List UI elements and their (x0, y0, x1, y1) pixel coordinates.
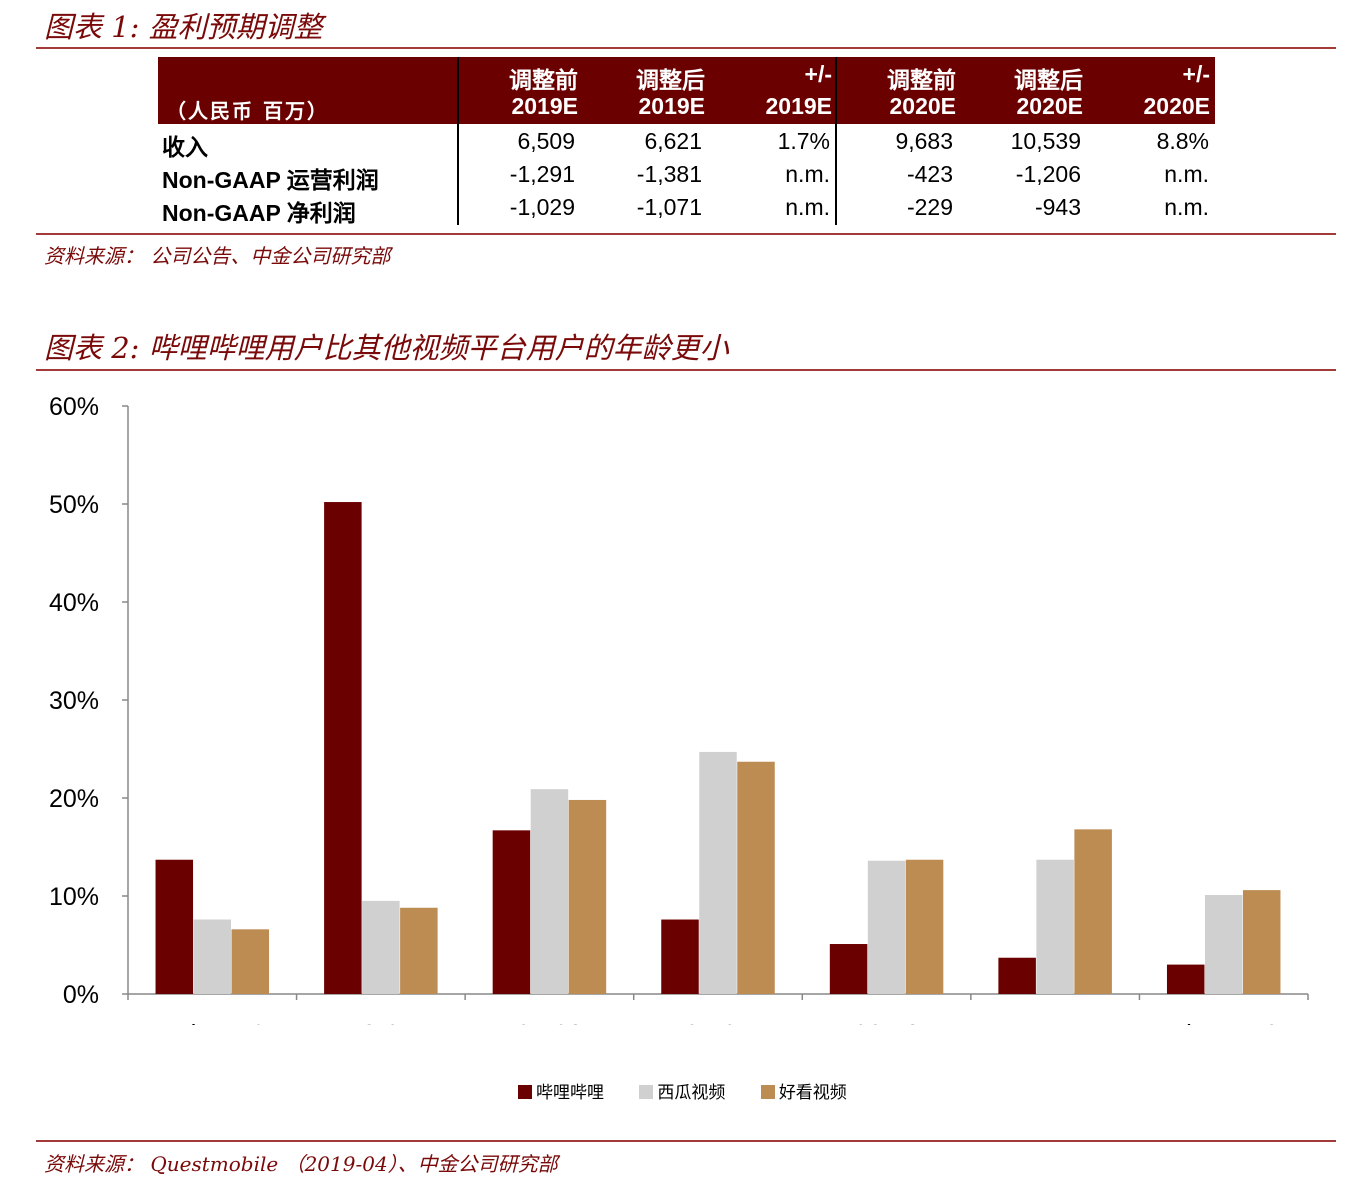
figure1-bottom-rule (36, 233, 1336, 235)
x-tick-label: 19-24 (348, 1019, 415, 1025)
bar-41-45-series-1 (998, 957, 1036, 994)
header-col2-line1: 调整后 (636, 67, 705, 94)
cell: n.m. (785, 194, 830, 220)
cell: 1.7% (777, 128, 830, 154)
legend-swatch-xigua (639, 1085, 654, 1099)
y-tick-label: 20% (49, 785, 99, 813)
x-tick-label: 36-40 (853, 1019, 920, 1025)
bar-31-35-series-2 (699, 751, 737, 994)
figure2-title-rule (36, 369, 1336, 371)
header-col5-line1: 调整后 (1014, 67, 1083, 94)
header-col3-line1: +/- (804, 61, 832, 87)
cell: 6,621 (644, 128, 702, 154)
legend-label-haokan: 好看视频 (778, 1083, 847, 1103)
header-col1-line1: 调整前 (509, 67, 578, 94)
bar-31-35-series-1 (661, 919, 699, 994)
cell: 10,539 (1010, 128, 1081, 154)
bar-25-30-series-3 (568, 799, 607, 994)
bar-below-18-series-1 (155, 859, 194, 994)
header-col4-line2: 2020E (889, 93, 956, 119)
cell: n.m. (1164, 194, 1209, 220)
table-separator-mid (835, 57, 837, 225)
bar-36-40-series-1 (829, 944, 868, 994)
bar-25-30-series-1 (492, 830, 531, 994)
bar-41-45-series-2 (1036, 859, 1074, 994)
cell: 8.8% (1156, 128, 1209, 154)
cell: -1,381 (636, 161, 702, 187)
figure2-source: 资料来源： Questmobile （2019-04）、中金公司研究部 (44, 1152, 558, 1176)
header-col3-line2: 2019E (765, 93, 832, 119)
table-header: （人民币 百万） 调整前 2019E 调整后 2019E +/- 2019E 调… (158, 57, 1215, 124)
figure2-bottom-rule (36, 1140, 1336, 1142)
x-tick-label: 41-45 (1022, 1019, 1089, 1025)
legend-item-xigua: 西瓜视频 (639, 1083, 730, 1103)
cell: 9,683 (895, 128, 953, 154)
bar-19-24-series-2 (362, 900, 400, 994)
bar-31-35-series-3 (737, 761, 775, 994)
chart-legend: 哔哩哔哩 西瓜视频 好看视频 (518, 1078, 847, 1103)
cell: -229 (906, 194, 953, 220)
table-row-net-profit: Non-GAAP 净利润 -1,029 -1,071 n.m. -229 -94… (158, 192, 1215, 226)
bar-36-40-series-2 (867, 860, 906, 994)
y-tick-label: 10% (49, 883, 99, 911)
unit-label: （人民币 百万） (166, 99, 329, 123)
cell: -1,291 (509, 161, 575, 187)
cell: 6,509 (517, 128, 575, 154)
figure1-title: 图表 1: 盈利预期调整 (44, 10, 323, 44)
legend-swatch-bilibili (518, 1085, 532, 1099)
header-col5-line2: 2020E (1016, 93, 1083, 119)
x-tick-label: 25-30 (516, 1019, 583, 1025)
header-col6-line1: +/- (1182, 61, 1210, 87)
age-distribution-chart: 0% 10% 20% 30% 40% 50% 60% Below 18 19-24 25-30 31… (49, 393, 1309, 1025)
legend-item-haokan: 好看视频 (760, 1083, 847, 1103)
header-col6-line2: 2020E (1143, 93, 1210, 119)
header-col1-line2: 2019E (511, 93, 578, 119)
bar-below-18-series-2 (193, 919, 232, 994)
x-tick-label: Below 18 (159, 1019, 266, 1025)
bar-above-46-series-3 (1242, 890, 1281, 994)
bar-above-46-series-2 (1204, 895, 1243, 994)
bar-below-18-series-3 (231, 929, 270, 994)
bar-19-24-series-3 (400, 907, 438, 994)
legend-label-bilibili: 哔哩哔哩 (536, 1083, 604, 1103)
x-tick-label: Above 46 (1169, 1019, 1279, 1025)
figure1-title-rule (36, 47, 1336, 49)
bar-above-46-series-1 (1166, 964, 1205, 994)
cell: -1,071 (636, 194, 702, 220)
figure1-source: 资料来源： 公司公告、中金公司研究部 (44, 244, 391, 268)
cell: -423 (906, 161, 953, 187)
y-tick-label: 60% (49, 393, 99, 421)
legend-label-xigua: 西瓜视频 (657, 1083, 726, 1103)
bar-41-45-series-3 (1074, 829, 1112, 994)
legend-swatch-haokan (760, 1085, 775, 1099)
y-tick-label: 0% (63, 981, 99, 1009)
bar-25-30-series-2 (530, 789, 569, 994)
cell: n.m. (1164, 161, 1209, 187)
cell: n.m. (785, 161, 830, 187)
x-tick-label: 31-35 (685, 1019, 752, 1025)
table-row-revenue: 收入 6,509 6,621 1.7% 9,683 10,539 8.8% (158, 126, 1215, 161)
cell: -1,206 (1015, 161, 1081, 187)
y-tick-label: 40% (49, 589, 99, 617)
cell: -943 (1034, 194, 1081, 220)
bar-36-40-series-3 (905, 859, 944, 994)
bar-19-24-series-1 (324, 502, 362, 994)
table-row-operating-profit: Non-GAAP 运营利润 -1,291 -1,381 n.m. -423 -1… (158, 159, 1215, 193)
header-col2-line2: 2019E (638, 93, 705, 119)
y-tick-label: 50% (49, 491, 99, 519)
figure2-title: 图表 2: 哔哩哔哩用户比其他视频平台用户的年龄更小 (44, 331, 729, 365)
table-separator-left (457, 57, 459, 225)
legend-item-bilibili: 哔哩哔哩 (518, 1083, 609, 1103)
header-col4-line1: 调整前 (887, 67, 956, 94)
row-label: Non-GAAP 净利润 (162, 200, 356, 226)
row-label: 收入 (162, 134, 208, 161)
y-tick-label: 30% (49, 687, 99, 715)
cell: -1,029 (509, 194, 575, 220)
row-label: Non-GAAP 运营利润 (162, 167, 379, 193)
